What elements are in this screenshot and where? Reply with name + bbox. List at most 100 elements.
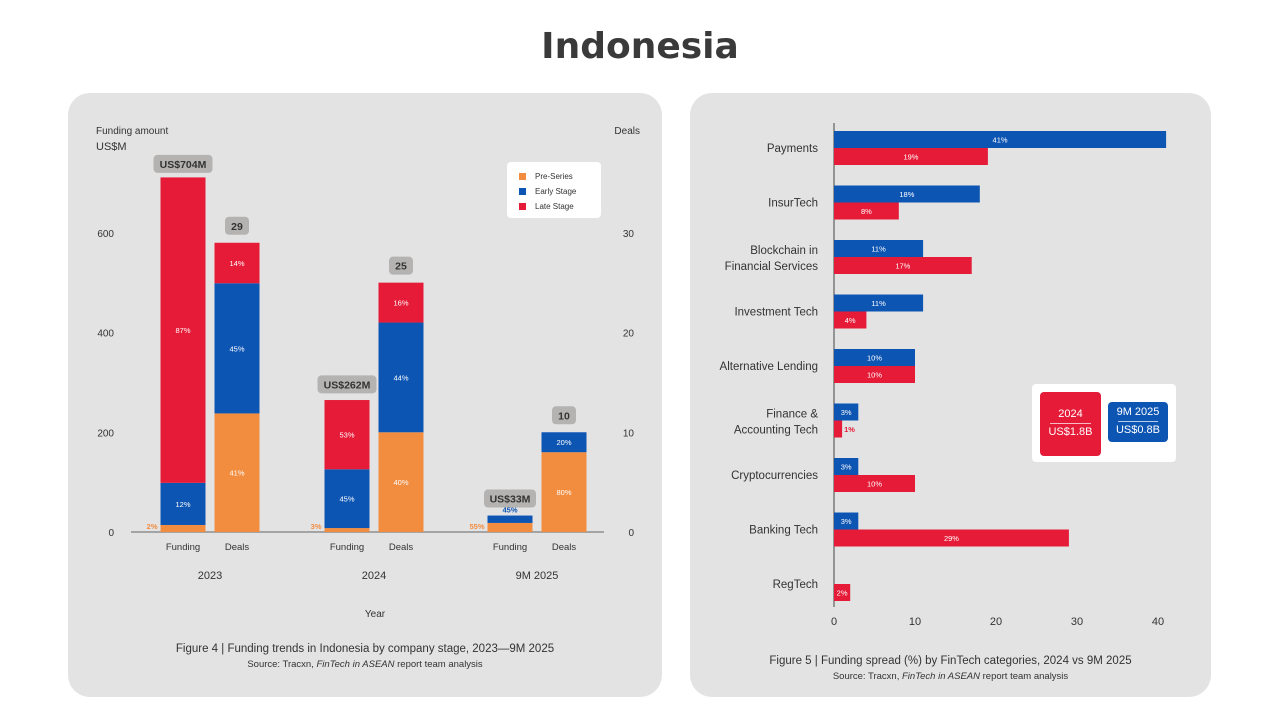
deals-segment-label: 14% [229, 259, 244, 268]
deals-segment-label: 80% [556, 488, 571, 497]
funding-total-badge [317, 375, 377, 394]
x-tick-label: 0 [831, 616, 837, 628]
y-axis-unit: US$M [96, 141, 127, 153]
deals-segment [214, 413, 260, 532]
funding-total-badge-label: US$33M [490, 494, 531, 506]
bar-2024-label: 29% [944, 534, 959, 543]
deals-segment-label: 45% [229, 344, 244, 353]
legend-swatch [519, 173, 526, 180]
bar-2024 [834, 584, 851, 601]
page-title: Indonesia [541, 26, 739, 67]
funding-bar-label: Funding [493, 542, 527, 553]
funding-segment [160, 177, 206, 483]
category-label: InsurTech [768, 198, 818, 210]
bar-2024-label: 8% [861, 207, 872, 216]
deals-total-badge-label: 29 [231, 221, 243, 233]
bar-9m2025-label: 11% [871, 245, 886, 254]
legend-swatch [519, 203, 526, 210]
deals-total-badge-label: 25 [395, 261, 407, 273]
bar-9m2025-label: 3% [841, 408, 852, 417]
total-period: 9M 2025 [1116, 406, 1160, 418]
x-axis-title: Year [365, 609, 386, 620]
y-tick-label: 200 [97, 428, 114, 439]
deals-total-badge-label: 10 [558, 410, 570, 422]
funding-segment-label: 55% [469, 522, 484, 531]
deals-segment-label: 16% [393, 299, 408, 308]
bar-9m2025-label: 11% [871, 299, 886, 308]
funding-total-badge [153, 154, 213, 173]
bar-9m2025-label: 41% [993, 136, 1008, 145]
figure-caption: Figure 5 | Funding spread (%) by FinTech… [769, 655, 1132, 667]
figure-caption: Figure 4 | Funding trends in Indonesia b… [175, 643, 555, 655]
funding-segment [160, 482, 206, 525]
funding-segment [324, 528, 370, 532]
deals-segment [214, 283, 260, 414]
funding-segment-label: 2% [147, 522, 158, 531]
funding-spread-chart: 0 10 20 30 40 Payments 41% 19% InsurTech 18% 8% Blo… [720, 123, 1167, 628]
legend-label: Late Stage [535, 202, 574, 211]
funding-segment [160, 524, 206, 532]
deals-segment-label: 40% [393, 478, 408, 487]
total-divider [1050, 423, 1091, 424]
bar-2024 [834, 475, 915, 492]
bar-9m2025 [834, 349, 915, 366]
total-2024-badge: 2024 US$1.8B [1040, 392, 1101, 456]
y2-tick-label: 20 [623, 329, 635, 340]
bar-2024-label: 10% [867, 371, 882, 380]
deals-total-badge [552, 406, 576, 425]
figure-source: Source: Tracxn, FinTech in ASEAN report … [690, 671, 1211, 682]
x-tick-label: 30 [1071, 616, 1083, 628]
bar-2024 [834, 420, 843, 438]
legend-label: Early Stage [535, 187, 577, 196]
bar-2024-label: 1% [844, 425, 855, 434]
funding-segment-label: 87% [175, 326, 190, 335]
funding-segment-label: 45% [339, 495, 354, 504]
figure-source: Source: Tracxn, FinTech in ASEAN report … [68, 659, 662, 670]
year-label: 9M 2025 [516, 570, 559, 582]
bar-2024 [834, 529, 1069, 547]
bar-9m2025 [834, 512, 859, 530]
category-label: RegTech [773, 579, 818, 591]
category-label: Financial Services [725, 261, 819, 273]
deals-segment [378, 282, 424, 323]
bar-9m2025-label: 10% [867, 354, 882, 363]
total-period: 2024 [1058, 408, 1083, 420]
bar-9m2025 [834, 458, 859, 475]
category-label: Banking Tech [749, 525, 818, 537]
category-label: Finance & [766, 409, 818, 421]
funding-bar-label: Funding [330, 542, 364, 553]
bar-9m2025 [834, 240, 924, 257]
total-9m2025-badge: 9M 2025 US$0.8B [1108, 402, 1168, 442]
deals-segment [214, 242, 260, 284]
deals-segment [541, 452, 587, 532]
totals-box: 2024 US$1.8B 9M 2025 US$0.8B [1032, 384, 1176, 462]
bar-2024-label: 19% [903, 153, 918, 162]
bar-9m2025 [834, 403, 859, 421]
y-tick-label: 400 [97, 329, 114, 340]
total-amount: US$0.8B [1115, 424, 1161, 436]
deals-segment [378, 432, 424, 532]
legend-label: Pre-Series [535, 172, 573, 181]
deals-segment [378, 322, 424, 433]
x-tick-label: 40 [1152, 616, 1164, 628]
funding-bar-label: Funding [166, 542, 200, 553]
source-prefix: Source: Tracxn, [832, 671, 902, 682]
y2-tick-label: 0 [628, 528, 634, 539]
category-label: Investment Tech [734, 307, 818, 319]
bar-2024-label: 17% [895, 262, 910, 271]
bar-2024-label: 2% [837, 589, 848, 598]
deals-bar-label: Deals [389, 542, 414, 553]
bar-2024 [834, 148, 988, 165]
deals-segment-label: 20% [556, 438, 571, 447]
category-label: Cryptocurrencies [731, 470, 818, 482]
funding-total-badge-label: US$704M [160, 159, 207, 171]
deals-segment-label: 41% [229, 469, 244, 478]
y2-axis-title: Deals [614, 126, 640, 137]
x-tick-label: 20 [990, 616, 1002, 628]
source-suffix: report team analysis [394, 659, 483, 670]
bar-9m2025 [834, 185, 980, 203]
funding-segment-label: 53% [339, 431, 354, 440]
deals-bar-label: Deals [552, 542, 577, 553]
y-tick-label: 600 [97, 229, 114, 240]
category-label: Payments [767, 143, 818, 155]
